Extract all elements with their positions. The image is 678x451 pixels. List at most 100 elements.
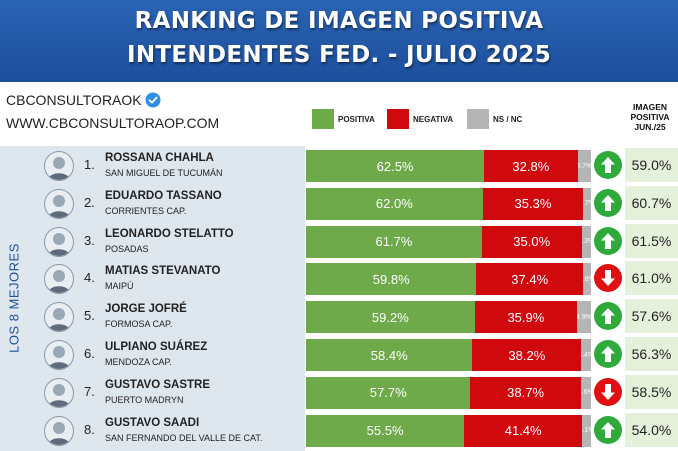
avatar <box>44 264 74 295</box>
previous-positive-image: 61.5% <box>625 223 678 258</box>
previous-positive-image: 56.3% <box>625 337 678 371</box>
mayor-name: ROSSANA CHAHLA <box>105 152 214 164</box>
mayor-city: MAIPÚ <box>105 281 134 292</box>
stacked-bar: 57.7%38.7%3.6% <box>306 376 591 409</box>
bar-segment-positiva: 61.7% <box>306 225 482 258</box>
previous-positive-image: 57.6% <box>625 299 678 334</box>
mayor-city: SAN MIGUEL DE TUCUMÁN <box>105 168 223 178</box>
mayor-city: FORMOSA CAP. <box>105 319 173 330</box>
rank-number: 5. <box>84 308 95 324</box>
avatar <box>44 226 74 257</box>
brand-handle: CBCONSULTORAOK <box>6 92 142 108</box>
legend-label-nsnc: NS / NC <box>493 114 523 124</box>
legend-positiva: POSITIVA <box>312 109 375 129</box>
avatar <box>44 340 74 370</box>
avatar <box>44 302 74 333</box>
verified-badge-icon <box>145 92 161 108</box>
legend-negativa: NEGATIVA <box>387 109 453 129</box>
rank-number: 2. <box>84 194 95 210</box>
table-row: 1. ROSSANA CHAHLA SAN MIGUEL DE TUCUMÁN 62.… <box>0 147 678 183</box>
arrow-up-icon <box>594 226 622 255</box>
brand-handle-row: CBCONSULTORAOK <box>6 92 161 108</box>
bar-segment-nsnc: 2.7% <box>583 187 591 220</box>
image-column-header: IMAGEN POSITIVA JUN./25 <box>622 102 678 132</box>
bar-segment-nsnc: 3.1% <box>582 414 591 447</box>
stacked-bar: 62.5%32.8%4.7% <box>306 150 591 182</box>
previous-positive-image: 60.7% <box>625 185 678 220</box>
mayor-city: PUERTO MADRYN <box>105 394 184 405</box>
avatar <box>44 415 74 446</box>
previous-positive-image: 54.0% <box>625 412 678 447</box>
bar-segment-negativa: 38.7% <box>470 376 581 409</box>
mayor-city: SAN FERNANDO DEL VALLE DE CAT. <box>105 432 263 443</box>
bar-segment-negativa: 37.4% <box>476 263 583 296</box>
rank-number: 4. <box>84 270 95 286</box>
previous-positive-image: 61.0% <box>625 261 678 296</box>
mayor-name: GUSTAVO SASTRE <box>105 378 210 391</box>
table-row: 8. GUSTAVO SAADI SAN FERNANDO DEL VALLE DE… <box>0 412 678 448</box>
legend-swatch-positiva <box>312 109 334 129</box>
stacked-bar: 58.4%38.2%3.4% <box>306 339 591 371</box>
bar-segment-negativa: 32.8% <box>484 150 578 182</box>
bar-segment-positiva: 62.0% <box>306 187 483 220</box>
title-line-1: RANKING DE IMAGEN POSITIVA <box>134 8 544 34</box>
bar-segment-positiva: 62.5% <box>306 150 485 182</box>
table-row: 3. LEONARDO STELATTO POSADAS 61.7%35.0%3.3%… <box>0 223 678 259</box>
bar-segment-positiva: 58.4% <box>306 339 473 371</box>
title-line-2: INTENDENTES FED. - JULIO 2025 <box>126 42 551 68</box>
arrow-up-icon <box>594 151 622 179</box>
stacked-bar: 61.7%35.0%3.3% <box>306 225 591 258</box>
table-row: 2. EDUARDO TASSANO CORRIENTES CAP. 62.0% 35.… <box>0 185 678 221</box>
bar-segment-negativa: 38.2% <box>472 339 582 371</box>
mayor-name: EDUARDO TASSANO <box>105 189 222 202</box>
mayor-city: POSADAS <box>105 243 149 254</box>
arrow-up-icon <box>594 340 622 368</box>
bar-segment-nsnc: 3.4% <box>581 339 591 371</box>
arrow-up-icon <box>594 302 622 331</box>
bar-segment-nsnc: 3.6% <box>580 376 591 409</box>
mayor-city: MENDOZA CAP. <box>105 357 172 367</box>
previous-positive-image: 59.0% <box>625 148 678 182</box>
avatar <box>44 188 74 219</box>
bar-segment-nsnc: 2.8% <box>583 263 591 296</box>
avatar <box>44 377 74 408</box>
bar-segment-negativa: 41.4% <box>464 414 583 447</box>
legend-nsnc: NS / NC <box>467 109 522 129</box>
rank-number: 8. <box>84 421 95 437</box>
previous-positive-image: 58.5% <box>625 374 678 409</box>
bar-segment-nsnc: 3.3% <box>581 225 591 258</box>
arrow-down-icon <box>594 377 622 406</box>
bar-segment-positiva: 59.2% <box>306 301 475 334</box>
mayor-name: GUSTAVO SAADI <box>105 416 200 429</box>
mayor-name: ULPIANO SUÁREZ <box>105 341 208 353</box>
image-header-line-3: JUN./25 <box>634 122 666 132</box>
mayor-name: MATIAS STEVANATO <box>105 265 221 278</box>
rank-number: 6. <box>84 346 95 361</box>
mayor-name: JORGE JOFRÉ <box>105 303 187 316</box>
table-row: 6. ULPIANO SUÁREZ MENDOZA CAP. 58.4%38.2%3.… <box>0 336 678 372</box>
bar-segment-positiva: 59.8% <box>306 263 477 296</box>
mayor-city: CORRIENTES CAP. <box>105 205 187 216</box>
table-row: 4. MATIAS STEVANATO MAIPÚ 59.8%37.4%2.8% 61.… <box>0 260 678 296</box>
avatar <box>44 151 74 181</box>
legend-label-negativa: NEGATIVA <box>413 114 454 124</box>
stacked-bar: 59.2%35.9%4.9% <box>306 301 591 334</box>
stacked-bar: 55.5%41.4%3.1% <box>306 414 591 447</box>
brand-website: WWW.CBCONSULTORAOP.COM <box>6 115 220 131</box>
header-banner: RANKING DE IMAGEN POSITIVA INTENDENTES F… <box>0 0 678 82</box>
bar-segment-positiva: 55.5% <box>306 414 465 447</box>
legend-label-positiva: POSITIVA <box>338 114 375 124</box>
bar-segment-positiva: 57.7% <box>306 376 471 409</box>
legend-swatch-negativa <box>387 109 409 129</box>
image-header-line-1: IMAGEN <box>633 102 667 112</box>
rank-number: 3. <box>84 232 95 248</box>
arrow-up-icon <box>594 415 622 444</box>
image-header-line-2: POSITIVA <box>630 112 670 122</box>
bar-segment-negativa: 35.0% <box>481 225 582 258</box>
arrow-up-icon <box>594 188 622 217</box>
mayor-name: LEONARDO STELATTO <box>105 227 234 240</box>
bar-segment-negativa: 35.3% <box>482 187 584 220</box>
arrow-down-icon <box>594 264 622 293</box>
bar-segment-nsnc: 4.7% <box>577 150 591 182</box>
